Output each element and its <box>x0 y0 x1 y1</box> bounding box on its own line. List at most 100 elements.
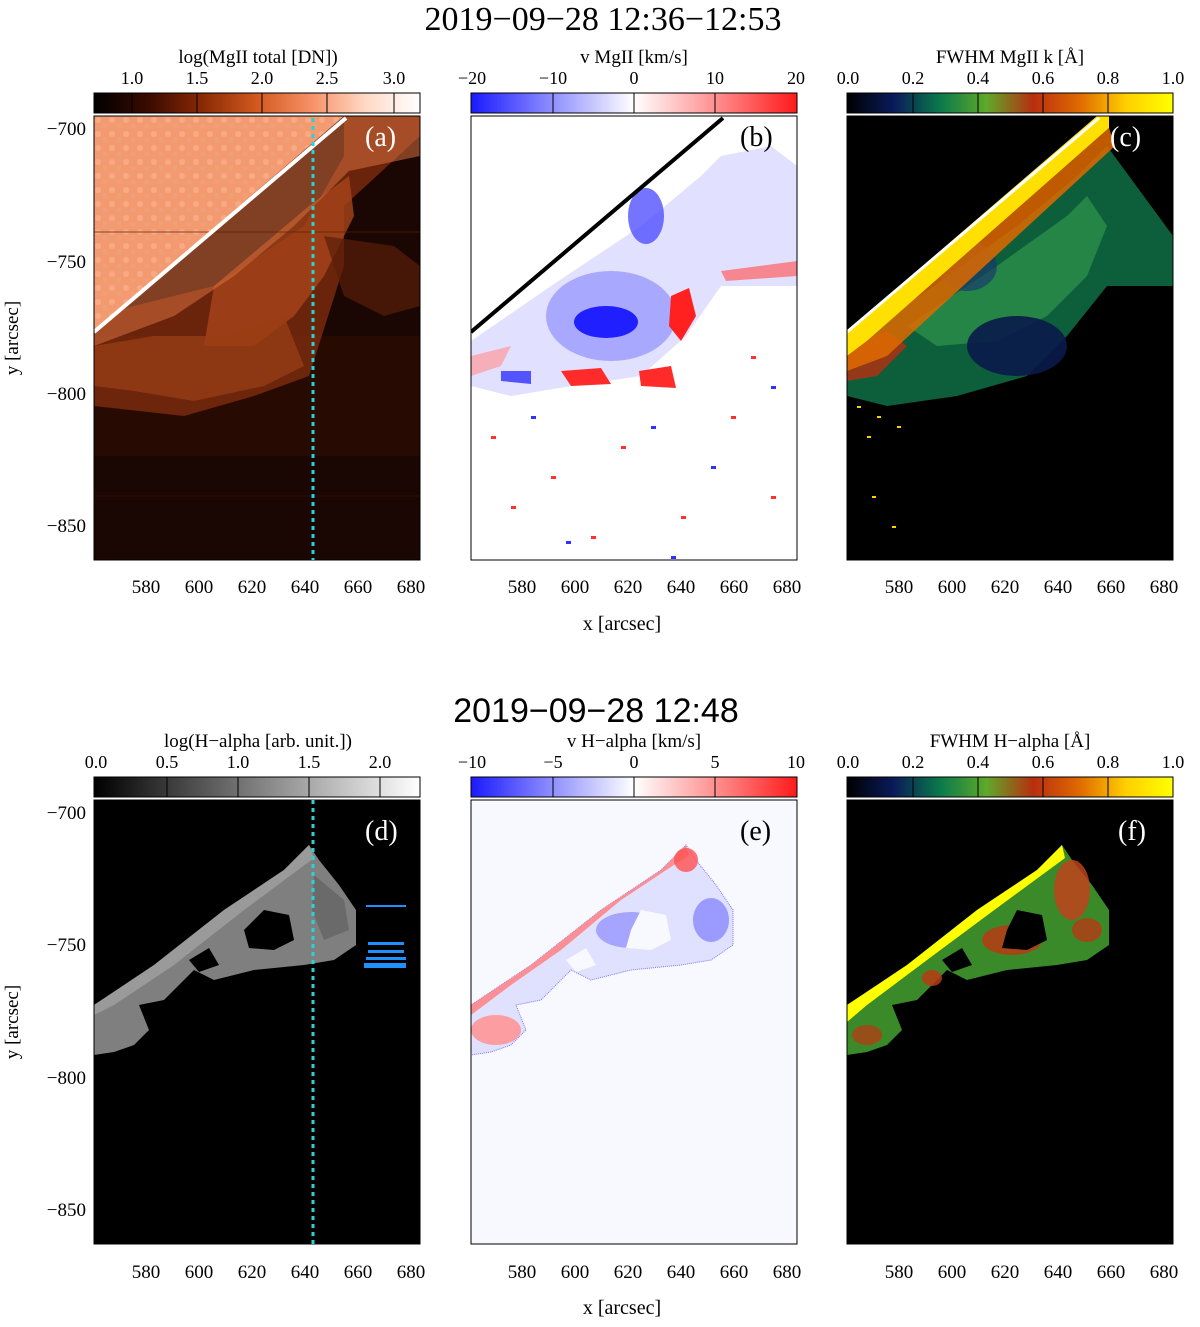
map-f-frame <box>846 799 1174 1245</box>
colorbar-e-tick: −5 <box>543 752 562 772</box>
xtick-b: 580 <box>508 577 537 598</box>
bottom-ylabel: y [arcsec] <box>2 985 23 1059</box>
xtick-c: 600 <box>938 577 967 598</box>
xtick-d: 620 <box>238 1262 267 1283</box>
xtick-f: 600 <box>938 1262 967 1283</box>
colorbar-f-tick: 1.0 <box>1162 752 1185 772</box>
xtick-d: 640 <box>291 1262 320 1283</box>
map-b-frame <box>470 115 798 561</box>
xtick-e: 620 <box>614 1262 643 1283</box>
colorbar-a <box>93 92 421 114</box>
bottom-xticks-d: 580 600 620 640 660 680 <box>132 1262 426 1283</box>
xtick-e: 580 <box>508 1262 537 1283</box>
colorbar-e-tick: 5 <box>711 752 720 772</box>
top-xticks-c: 580 600 620 640 660 680 <box>885 577 1179 598</box>
top-ytick: −800 <box>47 384 86 405</box>
top-row-title: 2019−09−28 12:36−12:53 <box>425 1 782 38</box>
colorbar-b-title: v MgII [km/s] <box>580 47 688 68</box>
colorbar-e-ticklabels: −10 −5 0 5 10 <box>458 752 805 772</box>
colorbar-d <box>93 776 421 798</box>
colorbar-b-tick: −20 <box>458 68 486 88</box>
panel-label-e: (e) <box>740 816 771 847</box>
bottom-ytick: −800 <box>47 1068 86 1089</box>
top-ytick: −700 <box>47 119 86 140</box>
xtick-b: 680 <box>773 577 802 598</box>
colorbar-e-title: v H−alpha [km/s] <box>567 731 701 752</box>
limb-line-c <box>847 116 1100 334</box>
colorbar-a-ticklabels: 1.0 1.5 2.0 2.5 3.0 <box>121 68 406 88</box>
colorbar-f-tick: 0.8 <box>1097 752 1120 772</box>
colorbar-b-ticklabels: −20 −10 0 10 20 <box>458 68 805 88</box>
colorbar-c-tick: 1.0 <box>1162 68 1185 88</box>
colorbar-b-tick: 10 <box>706 68 724 88</box>
panel-c: FWHM MgII k [Å] 0.0 0.2 0.4 0.6 0.8 1.0 <box>837 47 1185 561</box>
panel-e: v H−alpha [km/s] −10 −5 0 5 10 (e) <box>458 731 805 1245</box>
xtick-c: 580 <box>885 577 914 598</box>
panel-label-d: (d) <box>365 816 398 847</box>
map-d-frame <box>93 799 421 1245</box>
panel-b: v MgII [km/s] −20 −10 0 10 20 <box>458 47 805 561</box>
colorbar-e-tick: −10 <box>458 752 486 772</box>
map-a-frame <box>93 115 421 561</box>
top-ylabel: y [arcsec] <box>2 301 23 375</box>
xtick-b: 620 <box>614 577 643 598</box>
colorbar-f-title: FWHM H−alpha [Å] <box>930 731 1091 752</box>
colorbar-f-tick: 0.4 <box>967 752 990 772</box>
colorbar-e-tick: 0 <box>630 752 639 772</box>
bottom-xticks-f: 580 600 620 640 660 680 <box>885 1262 1179 1283</box>
xtick-d: 680 <box>397 1262 426 1283</box>
panel-a: log(MgII total [DN]) 1.0 1.5 2.0 2.5 3.0 <box>93 47 421 561</box>
top-xlabel: x [arcsec] <box>583 613 661 635</box>
xtick-f: 660 <box>1097 1262 1126 1283</box>
colorbar-c-ticklabels: 0.0 0.2 0.4 0.6 0.8 1.0 <box>837 68 1185 88</box>
colorbar-d-ticklabels: 0.0 0.5 1.0 1.5 2.0 <box>85 752 392 772</box>
panel-label-a: (a) <box>365 122 396 153</box>
colorbar-a-tick: 2.5 <box>316 68 339 88</box>
top-yticks: −700 −750 −800 −850 <box>47 119 86 537</box>
map-f-background <box>847 800 1173 1244</box>
bottom-xlabel: x [arcsec] <box>583 1297 661 1319</box>
xtick-e: 600 <box>561 1262 590 1283</box>
colorbar-a-tick: 2.0 <box>251 68 274 88</box>
bottom-row-title: 2019−09−28 12:48 <box>453 692 739 730</box>
xtick-a: 660 <box>344 577 373 598</box>
map-e-background <box>471 800 797 1244</box>
colorbar-a-tick: 1.0 <box>121 68 144 88</box>
colorbar-d-tick: 0.0 <box>85 752 108 772</box>
xtick-f: 620 <box>991 1262 1020 1283</box>
colorbar-d-tick: 2.0 <box>369 752 392 772</box>
colorbar-f-tick: 0.6 <box>1032 752 1055 772</box>
limb-line-a <box>94 116 348 334</box>
colorbar-b-tick: 0 <box>630 68 639 88</box>
map-d-prominence <box>94 845 356 1055</box>
xtick-a: 620 <box>238 577 267 598</box>
xtick-c: 680 <box>1150 577 1179 598</box>
colorbar-c-tick: 0.6 <box>1032 68 1055 88</box>
xtick-e: 660 <box>720 1262 749 1283</box>
colorbar-d-tick: 0.5 <box>156 752 179 772</box>
colorbar-c-tick: 0.8 <box>1097 68 1120 88</box>
colorbar-f <box>846 776 1174 798</box>
xtick-c: 660 <box>1097 577 1126 598</box>
map-c-limb-band <box>847 116 1109 356</box>
top-xticks-a: 580 600 620 640 660 680 <box>132 577 426 598</box>
xtick-b: 600 <box>561 577 590 598</box>
colorbar-c <box>846 92 1174 114</box>
xtick-f: 640 <box>1044 1262 1073 1283</box>
xtick-d: 580 <box>132 1262 161 1283</box>
panel-label-c: (c) <box>1110 122 1141 153</box>
xtick-f: 680 <box>1150 1262 1179 1283</box>
top-ytick: −750 <box>47 252 86 273</box>
colorbar-a-tick: 3.0 <box>383 68 406 88</box>
colorbar-d-title: log(H−alpha [arb. unit.]) <box>164 731 352 752</box>
colorbar-e-tick: 10 <box>787 752 805 772</box>
bottom-yticks: −700 −750 −800 −850 <box>47 803 86 1221</box>
xtick-a: 580 <box>132 577 161 598</box>
colorbar-c-tick: 0.0 <box>837 68 860 88</box>
xtick-b: 640 <box>667 577 696 598</box>
xtick-d: 600 <box>185 1262 214 1283</box>
map-f-prominence <box>847 845 1109 1055</box>
colorbar-c-title: FWHM MgII k [Å] <box>936 47 1084 68</box>
colorbar-c-tick: 0.4 <box>967 68 990 88</box>
